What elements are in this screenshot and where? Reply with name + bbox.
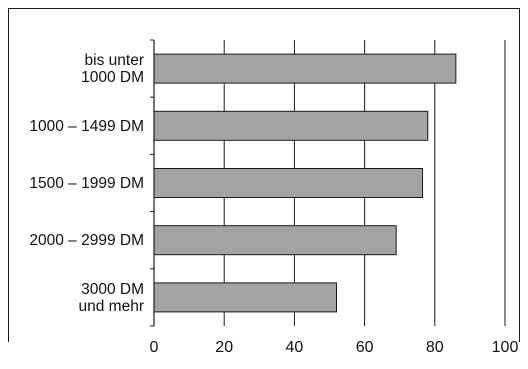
bar	[153, 282, 338, 313]
category-label: 3000 DM und mehr	[79, 281, 144, 315]
bar	[153, 110, 429, 141]
bar	[153, 225, 397, 256]
category-label: 1500 – 1999 DM	[29, 175, 144, 192]
bar	[153, 53, 457, 84]
category-label: bis unter 1000 DM	[81, 52, 144, 86]
chart-frame	[8, 8, 520, 342]
x-tick-label: 80	[426, 339, 444, 356]
bar	[153, 168, 424, 198]
x-tick-label: 100	[492, 339, 519, 356]
category-label: 2000 – 2999 DM	[29, 232, 144, 249]
x-tick-label: 0	[150, 339, 159, 356]
category-label: 1000 – 1499 DM	[29, 118, 144, 135]
x-tick-label: 40	[286, 339, 304, 356]
x-tick-label: 20	[215, 339, 233, 356]
x-tick-label: 60	[356, 339, 374, 356]
